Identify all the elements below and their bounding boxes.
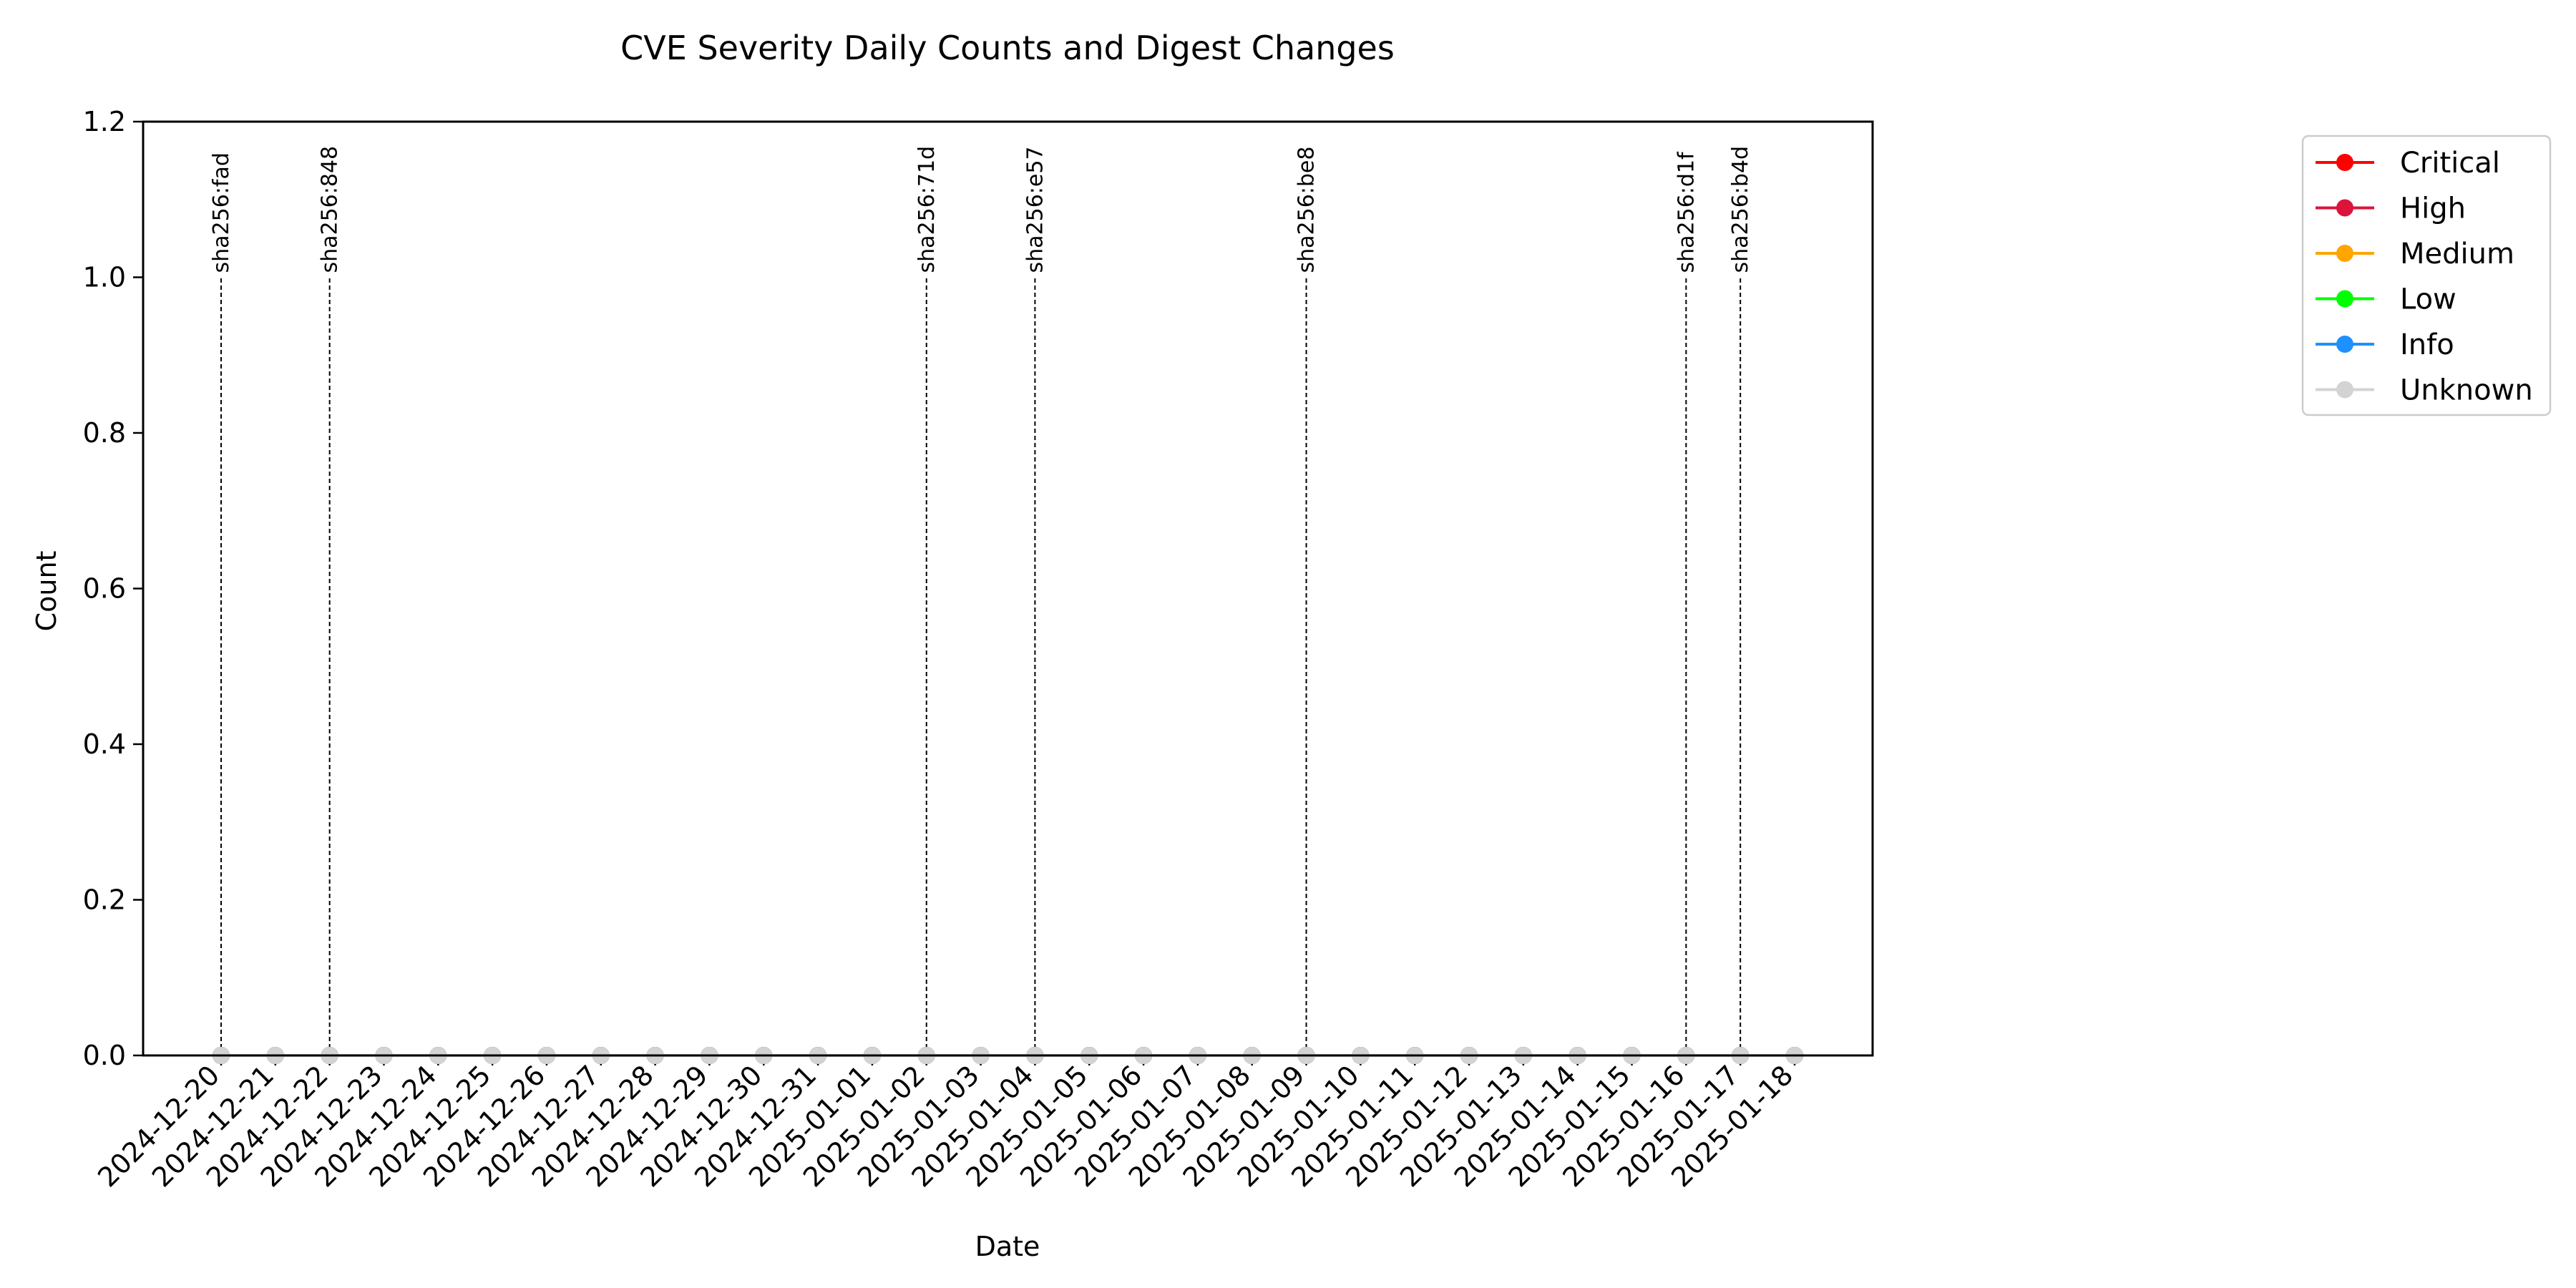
- digest-change-label: sha256:be8: [1294, 147, 1319, 273]
- digest-change-label: sha256:e57: [1023, 146, 1048, 273]
- chart-title: CVE Severity Daily Counts and Digest Cha…: [620, 29, 1395, 67]
- legend: Critical High Medium Low Info Unknown: [2301, 135, 2552, 416]
- x-axis-label: Date: [975, 1231, 1040, 1262]
- legend-label-critical: Critical: [2400, 147, 2500, 180]
- y-tick-label: 1.2: [83, 106, 126, 137]
- plot-area: 0.00.20.40.60.81.01.22024-12-202024-12-2…: [83, 106, 1874, 1194]
- legend-marker-medium: [2336, 245, 2353, 262]
- digest-change-label: sha256:b4d: [1728, 146, 1753, 273]
- legend-label-info: Info: [2400, 328, 2454, 361]
- legend-marker-high: [2336, 199, 2353, 217]
- plot-frame: [142, 120, 1874, 1057]
- legend-marker-critical: [2336, 154, 2353, 171]
- y-tick-label: 0.2: [83, 884, 126, 916]
- y-tick-label: 0.6: [83, 573, 126, 605]
- legend-label-medium: Medium: [2400, 238, 2514, 270]
- y-tick-label: 0.0: [83, 1040, 126, 1071]
- legend-marker-info: [2336, 336, 2353, 353]
- legend-label-high: High: [2400, 192, 2466, 225]
- legend-marker-low: [2336, 290, 2353, 308]
- digest-change-label: sha256:d1f: [1674, 151, 1699, 273]
- digest-change-label: sha256:fad: [209, 152, 234, 273]
- digest-change-label: sha256:71d: [914, 146, 940, 273]
- y-tick-label: 1.0: [83, 262, 126, 293]
- y-axis-label: Count: [31, 551, 62, 632]
- legend-marker-unknown: [2336, 381, 2353, 399]
- y-tick-label: 0.4: [83, 728, 126, 760]
- digest-change-label: sha256:848: [318, 146, 343, 273]
- y-tick-label: 0.8: [83, 417, 126, 449]
- legend-label-unknown: Unknown: [2400, 374, 2533, 407]
- legend-label-low: Low: [2400, 283, 2457, 316]
